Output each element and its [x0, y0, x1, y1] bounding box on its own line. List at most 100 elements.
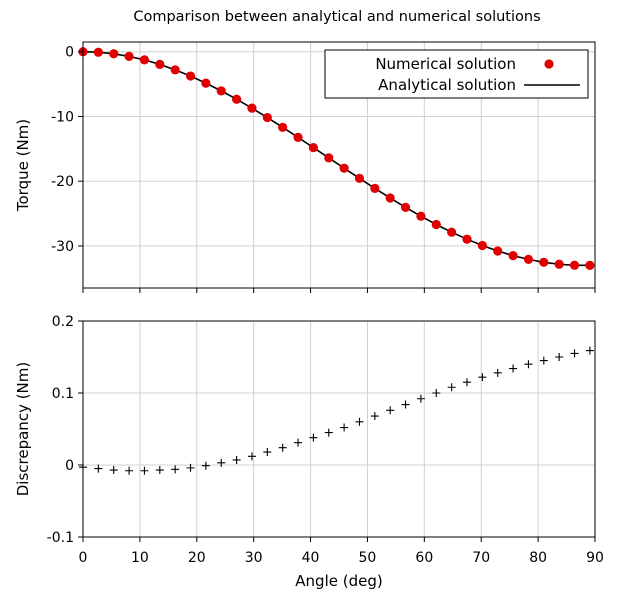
discrepancy-point — [555, 353, 564, 361]
discrepancy-point — [355, 417, 364, 426]
y-tick-label: 0.2 — [52, 314, 74, 330]
numerical-solution-point — [508, 251, 518, 261]
numerical-solution-point — [324, 153, 334, 163]
torque-panel: 0 -10 -20 -30 Numerical solution Analytical … — [14, 41, 596, 293]
numerical-solution-point — [493, 246, 503, 256]
numerical-solution-point — [523, 254, 534, 264]
discrepancy-point — [370, 412, 379, 421]
discrepancy-point — [309, 433, 318, 442]
numerical-solution-point — [109, 49, 119, 59]
discrepancy-series — [79, 346, 594, 475]
discrepancy-point — [294, 438, 303, 447]
y-tick-label: 0 — [65, 45, 74, 61]
numerical-solution-point — [216, 86, 226, 96]
numerical-solution-point — [232, 94, 242, 104]
numerical-solution-point — [308, 142, 318, 153]
discrepancy-point — [263, 448, 272, 457]
numerical-solution-point — [585, 260, 595, 270]
legend-label-analytical: Analytical solution — [378, 76, 516, 94]
numerical-solution-point — [201, 78, 211, 88]
numerical-solution-point — [554, 259, 564, 269]
numerical-solution-point — [139, 55, 150, 65]
numerical-solution-point — [124, 51, 134, 61]
numerical-solution-point — [400, 202, 411, 212]
numerical-solution-point — [93, 47, 103, 57]
legend-label-numerical: Numerical solution — [375, 55, 516, 73]
numerical-solution-point — [385, 193, 395, 203]
x-tick-label: 90 — [586, 550, 604, 566]
numerical-solution-point — [569, 260, 580, 270]
discrepancy-plot-area — [83, 321, 595, 537]
torque-y-axis-label: Torque (Nm) — [14, 119, 32, 212]
discrepancy-y-axis-label: Discrepancy (Nm) — [14, 362, 32, 497]
discrepancy-point — [386, 406, 395, 415]
discrepancy-point — [247, 452, 256, 461]
numerical-solution-point — [185, 71, 196, 81]
discrepancy-point — [524, 360, 533, 369]
y-tick-label: -10 — [51, 109, 74, 125]
numerical-solution-point — [339, 163, 349, 173]
torque-ticks: 0 -10 -20 -30 — [51, 45, 596, 293]
discrepancy-point — [232, 455, 241, 464]
discrepancy-point — [509, 364, 518, 373]
legend: Numerical solution Analytical solution — [324, 49, 589, 99]
numerical-solution-point — [477, 240, 487, 251]
discrepancy-panel: 0.2 0.1 0 -0.1 0 10 20 30 40 50 60 70 80 90 Discrepan… — [14, 314, 604, 590]
discrepancy-point — [217, 458, 226, 467]
numerical-solution-point — [170, 65, 180, 75]
numerical-solution-point — [354, 173, 365, 183]
discrepancy-point — [186, 463, 195, 472]
x-tick-label: 30 — [245, 550, 263, 566]
discrepancy-point — [539, 356, 548, 365]
discrepancy-point — [324, 428, 333, 437]
discrepancy-point — [340, 423, 349, 432]
x-tick-label: 0 — [79, 550, 88, 566]
legend-box — [324, 49, 589, 99]
x-axis-label: Angle (deg) — [295, 572, 382, 590]
discrepancy-plot-frame — [82, 320, 596, 538]
numerical-solution-point — [278, 122, 288, 132]
discrepancy-point — [140, 466, 149, 475]
torque-series — [78, 47, 595, 270]
discrepancy-point — [570, 349, 579, 358]
numerical-solution-point — [293, 132, 303, 142]
numerical-solution-point — [416, 211, 426, 221]
torque-plot-frame — [82, 41, 596, 289]
numerical-solution-point — [462, 234, 472, 244]
y-tick-label: -20 — [51, 174, 74, 190]
discrepancy-point — [155, 466, 164, 475]
y-tick-label: -0.1 — [47, 530, 74, 546]
discrepancy-point — [401, 400, 410, 409]
chart-title: Comparison between analytical and numeri… — [133, 9, 540, 25]
discrepancy-point — [416, 394, 425, 403]
numerical-solution-point — [247, 103, 257, 113]
numerical-solution-point — [539, 257, 549, 267]
analytical-solution-line — [82, 50, 590, 267]
x-tick-label: 20 — [188, 550, 206, 566]
x-tick-label: 80 — [529, 550, 547, 566]
numerical-solution-point — [447, 227, 457, 237]
discrepancy-point — [171, 465, 180, 474]
discrepancy-point — [432, 389, 441, 397]
x-tick-label: 60 — [415, 550, 433, 566]
discrepancy-point — [478, 373, 487, 382]
discrepancy-point — [493, 368, 502, 377]
discrepancy-point — [94, 464, 103, 473]
x-tick-label: 40 — [302, 550, 320, 566]
discrepancy-point — [201, 461, 210, 470]
x-tick-label: 70 — [472, 550, 490, 566]
numerical-solution-point — [431, 219, 441, 230]
y-tick-label: 0 — [65, 458, 74, 474]
y-tick-label: 0.1 — [52, 386, 74, 402]
numerical-solution-point — [155, 59, 165, 69]
discrepancy-point — [125, 466, 134, 475]
legend-marker-numerical — [544, 59, 554, 69]
numerical-solution-point — [370, 183, 380, 193]
discrepancy-point — [585, 346, 594, 355]
numerical-solution-point — [262, 112, 272, 123]
x-tick-label: 50 — [359, 550, 377, 566]
discrepancy-point — [447, 383, 456, 392]
discrepancy-point — [109, 466, 118, 475]
discrepancy-point — [278, 443, 287, 452]
